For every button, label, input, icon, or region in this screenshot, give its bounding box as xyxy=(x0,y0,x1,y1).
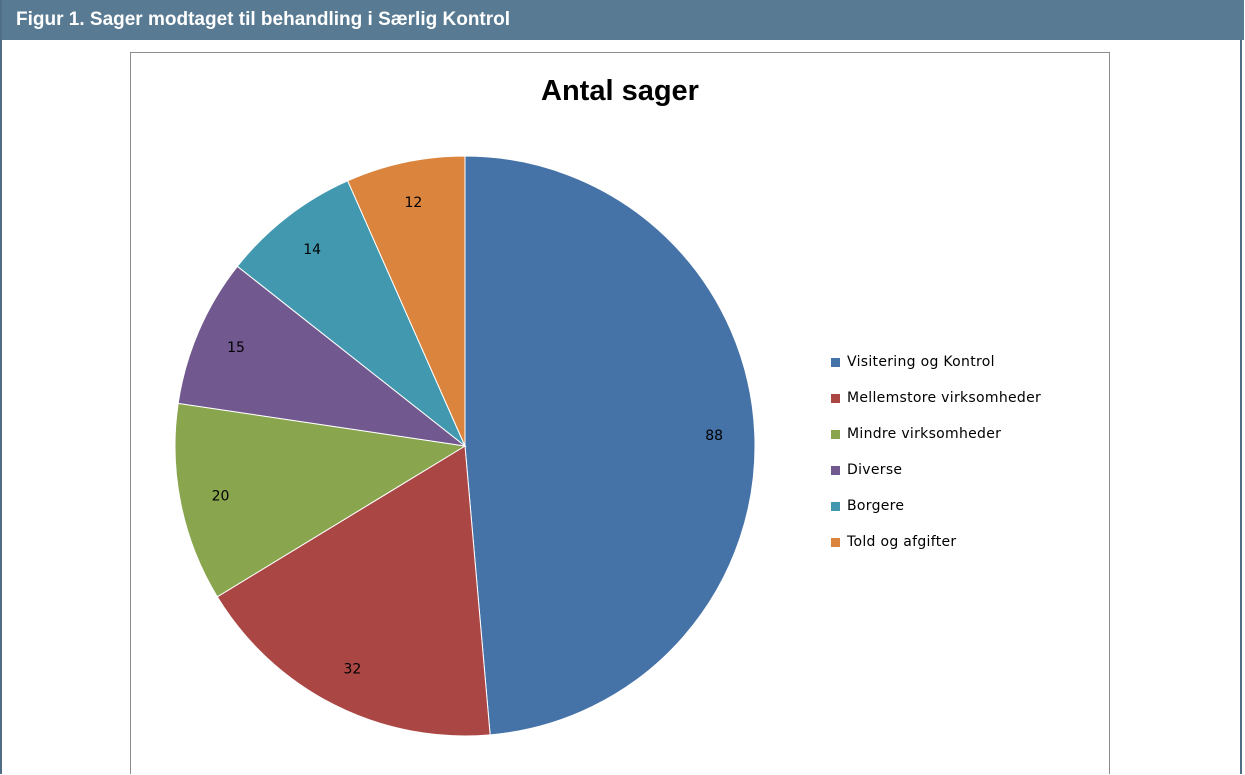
data-label-6: 12 xyxy=(405,195,423,211)
legend-item-3: Mindre virksomheder xyxy=(831,416,1041,452)
chart-legend: Visitering og Kontrol Mellemstore virksom… xyxy=(831,344,1041,560)
legend-swatch-1 xyxy=(831,357,840,367)
legend-item-5: Borgere xyxy=(831,488,1041,524)
figure-caption: Figur 1. Sager modtaget til behandling i… xyxy=(2,0,1244,40)
legend-item-1: Visitering og Kontrol xyxy=(831,344,1041,380)
pie-slice-4 xyxy=(177,265,467,447)
legend-swatch-4 xyxy=(831,465,840,475)
pie-slice-5 xyxy=(236,180,466,447)
data-label-2: 32 xyxy=(343,662,361,678)
legend-swatch-6 xyxy=(831,537,840,547)
pie-slice-2 xyxy=(216,445,491,737)
data-label-1: 88 xyxy=(705,428,723,444)
legend-swatch-3 xyxy=(831,429,840,439)
pie-slice-6 xyxy=(347,155,466,447)
pie-slice-3 xyxy=(174,402,467,598)
legend-label-6: Told og afgifter xyxy=(847,534,957,550)
legend-label-2: Mellemstore virksomheder xyxy=(847,390,1042,406)
chart-title: Antal sager xyxy=(541,75,699,107)
chart-area: Antal sager 88 32 20 15 14 12 Visitering og K… xyxy=(130,52,1110,774)
legend-label-1: Visitering og Kontrol xyxy=(847,354,995,370)
legend-label-5: Borgere xyxy=(847,498,905,514)
data-label-4: 15 xyxy=(227,340,245,356)
legend-item-2: Mellemstore virksomheder xyxy=(831,380,1041,416)
legend-label-3: Mindre virksomheder xyxy=(847,426,1002,442)
legend-item-4: Diverse xyxy=(831,452,1041,488)
legend-swatch-5 xyxy=(831,501,840,511)
legend-swatch-2 xyxy=(831,393,840,403)
pie-slice-1 xyxy=(464,155,756,736)
legend-item-6: Told og afgifter xyxy=(831,524,1041,560)
pie-chart: 88 32 20 15 14 12 xyxy=(174,155,756,737)
data-label-3: 20 xyxy=(212,488,230,504)
legend-label-4: Diverse xyxy=(847,462,903,478)
data-label-5: 14 xyxy=(303,242,321,258)
